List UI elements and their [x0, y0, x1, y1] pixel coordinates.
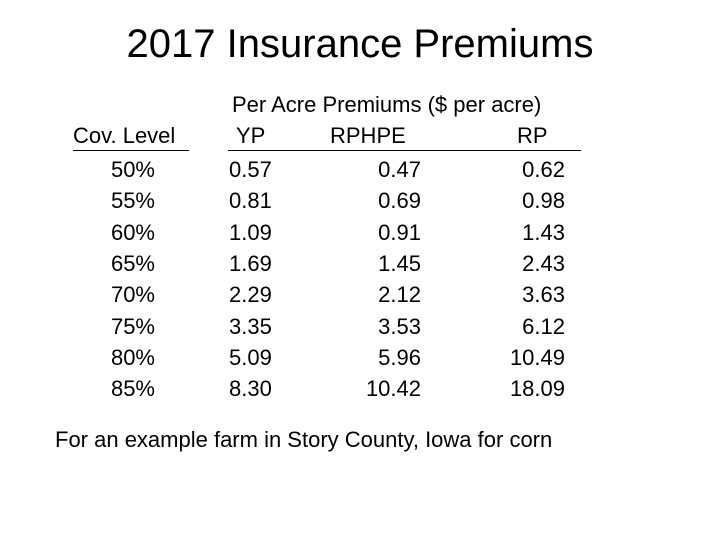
- header-underline: [73, 150, 189, 151]
- table-cell: 1.09: [229, 219, 272, 245]
- table-cell: 8.30: [229, 376, 272, 402]
- table-cell: 50%: [110, 157, 155, 182]
- table-cell: 6.12: [522, 313, 565, 339]
- table-cell: 0.62: [522, 157, 565, 182]
- table-cell: 2.12: [378, 282, 421, 308]
- table-cell: 1.43: [522, 219, 565, 245]
- table-cell: 55%: [110, 188, 155, 214]
- table-cell: 3.53: [378, 313, 421, 339]
- column-header: Cov. Level: [73, 123, 176, 148]
- table-cell: 2.43: [522, 250, 565, 276]
- table-cell: 80%: [110, 344, 155, 370]
- table-cell: 5.96: [378, 344, 421, 370]
- table-cell: 0.69: [378, 188, 421, 214]
- table-cell: 10.49: [509, 344, 565, 370]
- group-header: Per Acre Premiums ($ per acre): [232, 92, 542, 117]
- table-cell: 65%: [110, 250, 155, 276]
- table-cell: 3.63: [522, 282, 565, 308]
- title: 2017 Insurance Premiums: [126, 22, 594, 66]
- table-cell: 10.42: [365, 376, 421, 402]
- table-cell: 0.57: [229, 157, 272, 182]
- table-cell: 1.69: [229, 250, 272, 276]
- column-header: YP: [236, 123, 266, 148]
- table-cell: 1.45: [378, 250, 421, 276]
- table-cell: 5.09: [229, 344, 272, 370]
- column-header: RPHPE: [330, 123, 406, 148]
- table-cell: 0.91: [378, 219, 421, 245]
- table-cell: 60%: [110, 219, 155, 245]
- table-cell: 85%: [110, 376, 155, 402]
- column-header: RP: [517, 123, 548, 148]
- table-cell: 0.47: [378, 157, 421, 182]
- table-cell: 18.09: [509, 376, 565, 402]
- header-underline: [228, 150, 581, 151]
- footnote: For an example farm in Story County, Iow…: [55, 427, 553, 452]
- table-cell: 0.81: [229, 188, 272, 214]
- table-cell: 70%: [110, 282, 155, 308]
- table-cell: 75%: [110, 313, 155, 339]
- table-cell: 0.98: [522, 188, 565, 214]
- table-cell: 3.35: [229, 313, 272, 339]
- table-cell: 2.29: [229, 282, 272, 308]
